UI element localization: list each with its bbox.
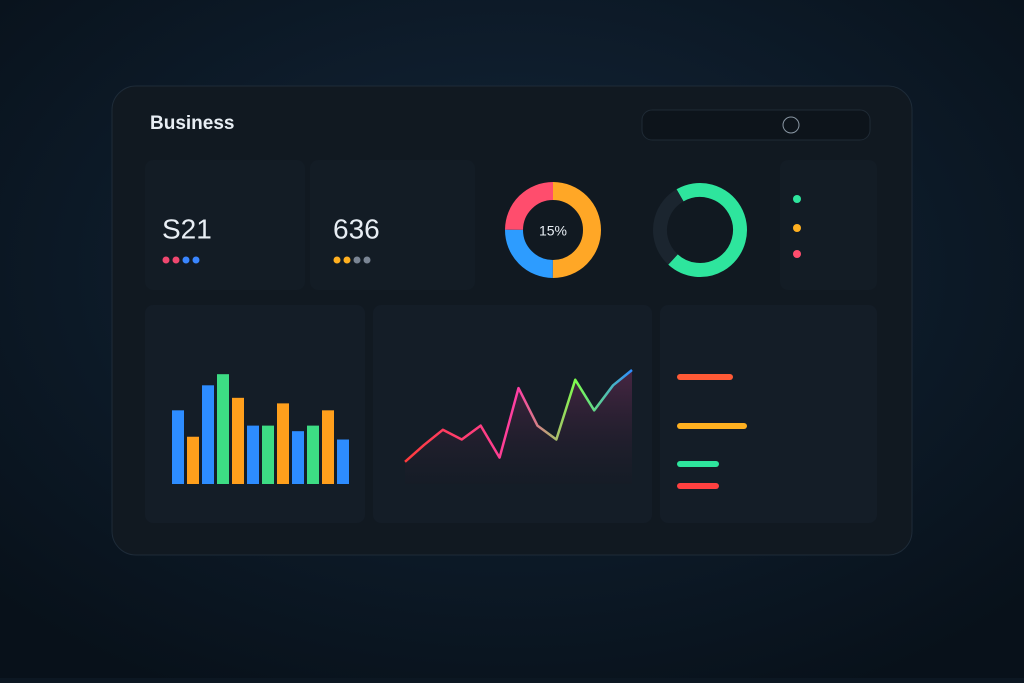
kpi-dot: [182, 256, 190, 264]
legend-dot: [793, 250, 801, 258]
bar: [307, 425, 319, 484]
kpi-value: S21: [162, 213, 212, 244]
kpi-dot: [162, 256, 170, 264]
bar: [337, 439, 349, 484]
progress-bar: [677, 374, 733, 380]
progress-bar: [677, 423, 747, 429]
legend-dot: [793, 195, 801, 203]
donut-label: 15%: [539, 223, 567, 239]
kpi-dot: [192, 256, 200, 264]
kpi-dot: [353, 256, 361, 264]
kpi-dot: [172, 256, 180, 264]
kpi-dot: [363, 256, 371, 264]
toolbar[interactable]: [641, 109, 871, 141]
legend-panel: [780, 160, 877, 290]
bar: [292, 431, 304, 484]
ring-segment: [505, 182, 601, 278]
bar: [202, 385, 214, 484]
line-area: [405, 370, 632, 484]
kpi-dot: [343, 256, 351, 264]
title: Business: [150, 113, 234, 134]
bar: [232, 397, 244, 484]
legend-dot: [793, 224, 801, 232]
bar: [277, 403, 289, 484]
progress-bar: [677, 461, 719, 467]
progress-panel: [660, 305, 877, 523]
bar: [187, 436, 199, 484]
toolbar-icon[interactable]: [782, 116, 800, 134]
line: [404, 369, 633, 463]
ring-segment: [653, 183, 747, 277]
bar: [322, 410, 334, 484]
kpi-value: 636: [333, 213, 380, 244]
bar: [172, 410, 184, 484]
progress-bar: [677, 483, 719, 489]
bar: [217, 374, 229, 484]
kpi-dot: [333, 256, 341, 264]
bar: [262, 425, 274, 484]
kpi-panel: [310, 160, 475, 290]
ring-segment: [505, 182, 601, 278]
bar: [247, 425, 259, 484]
